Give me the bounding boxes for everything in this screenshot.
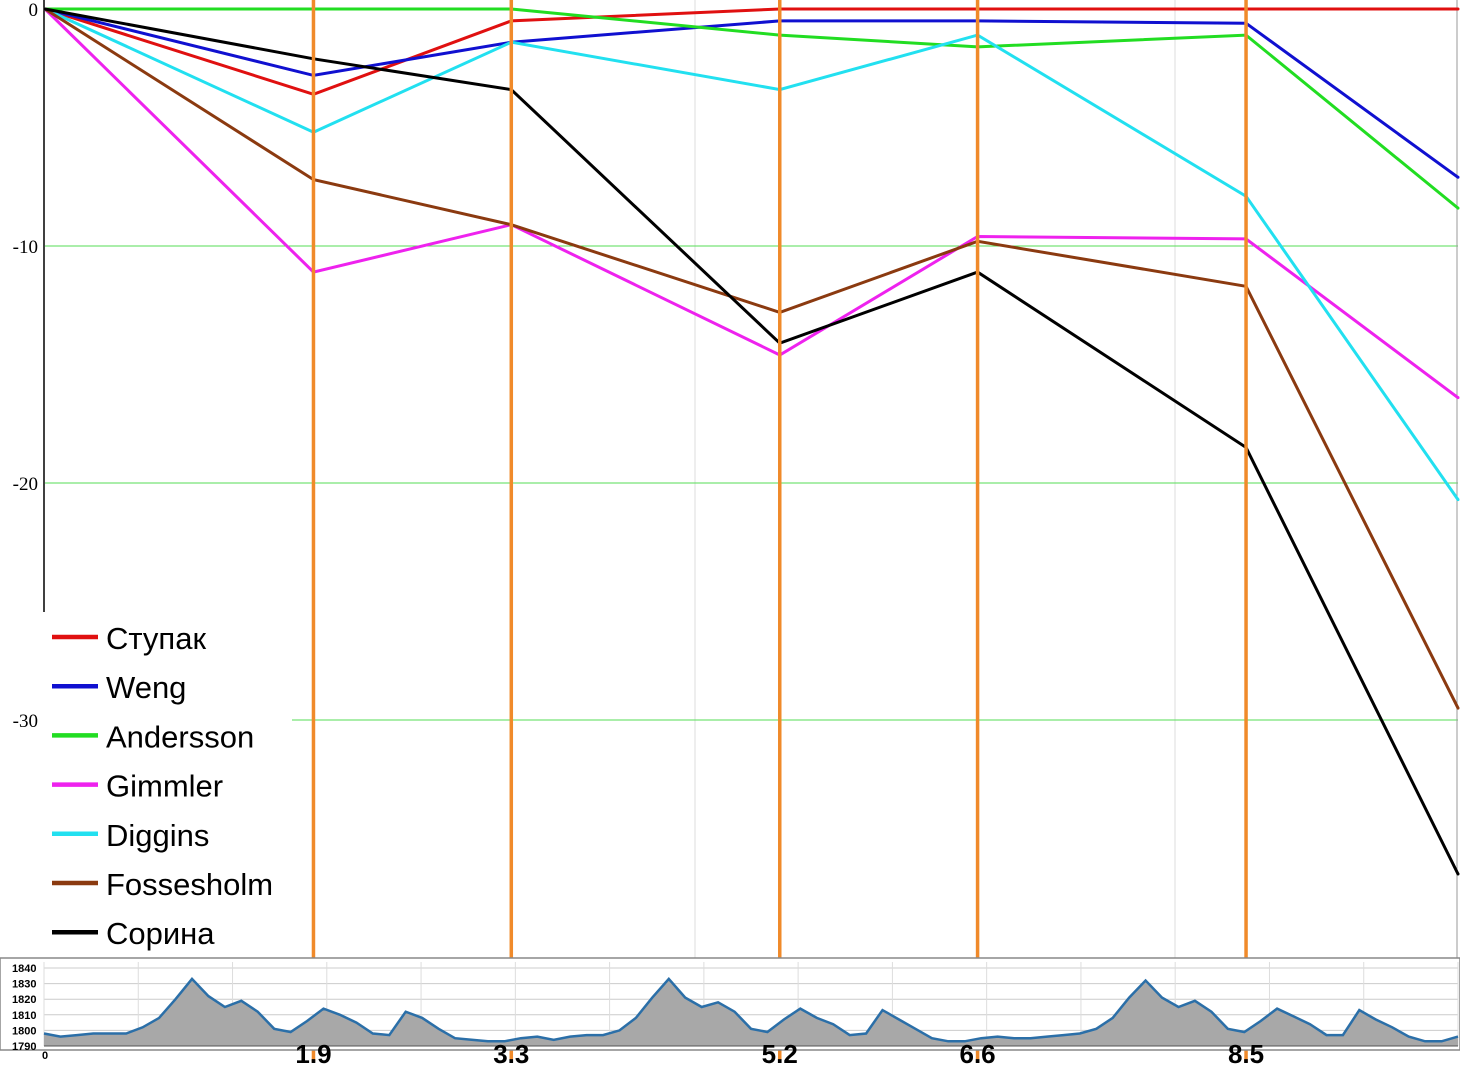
- legend-entry-label: Gimmler: [106, 769, 223, 804]
- x-tick-labels: 1.9 3.3 5.2 6.6 8.5: [295, 1039, 1264, 1068]
- x-tick-label: 5.2: [762, 1039, 798, 1068]
- data-point: [1456, 498, 1460, 502]
- data-point: [1456, 706, 1460, 710]
- elevation-tick-label: 1830: [12, 979, 36, 991]
- x-tick-label: 8.5: [1228, 1039, 1264, 1068]
- axis-layer: 0 -10 -20 -30: [13, 0, 1458, 958]
- data-point: [43, 7, 47, 11]
- elevation-x-start-label: 0: [42, 1050, 48, 1062]
- elevation-line: [43, 977, 1459, 1043]
- legend-entry-label: Diggins: [106, 818, 209, 853]
- elevation-profile: 1840 1830 1820 1810 1800 1790 0: [0, 957, 1460, 1062]
- x-tick-label: 6.6: [960, 1039, 996, 1068]
- y-tick-label: -10: [13, 237, 38, 258]
- y-tick-label: 0: [29, 0, 39, 21]
- grid-layer: [45, 0, 1458, 958]
- elevation-tick-label: 1800: [12, 1025, 36, 1037]
- split-markers: [311, 0, 1248, 1062]
- elevation-tick-label: 1810: [12, 1010, 36, 1022]
- legend-entry-label: Weng: [106, 670, 186, 705]
- data-point: [1456, 872, 1460, 876]
- legend-entry-label: Andersson: [106, 719, 254, 754]
- data-point: [1456, 396, 1460, 400]
- y-tick-label: -20: [13, 474, 38, 495]
- legend-entry-label: Ступак: [106, 621, 206, 656]
- data-point: [1456, 7, 1460, 11]
- elevation-tick-label: 1840: [12, 963, 36, 975]
- elevation-tick-label: 1820: [12, 994, 36, 1006]
- data-point: [1456, 175, 1460, 179]
- elevation-area: [44, 978, 1458, 1046]
- legend: Ступак Weng Andersson Gimmler Diggins Fossesh…: [52, 621, 273, 951]
- legend-entry-label: Сорина: [106, 916, 215, 951]
- data-point: [1456, 206, 1460, 210]
- x-tick-label: 3.3: [493, 1039, 529, 1068]
- y-tick-label: -30: [13, 711, 38, 732]
- legend-entry-label: Fossesholm: [106, 867, 273, 902]
- elevation-tick-label: 1790: [12, 1041, 36, 1053]
- x-tick-label: 1.9: [295, 1039, 331, 1068]
